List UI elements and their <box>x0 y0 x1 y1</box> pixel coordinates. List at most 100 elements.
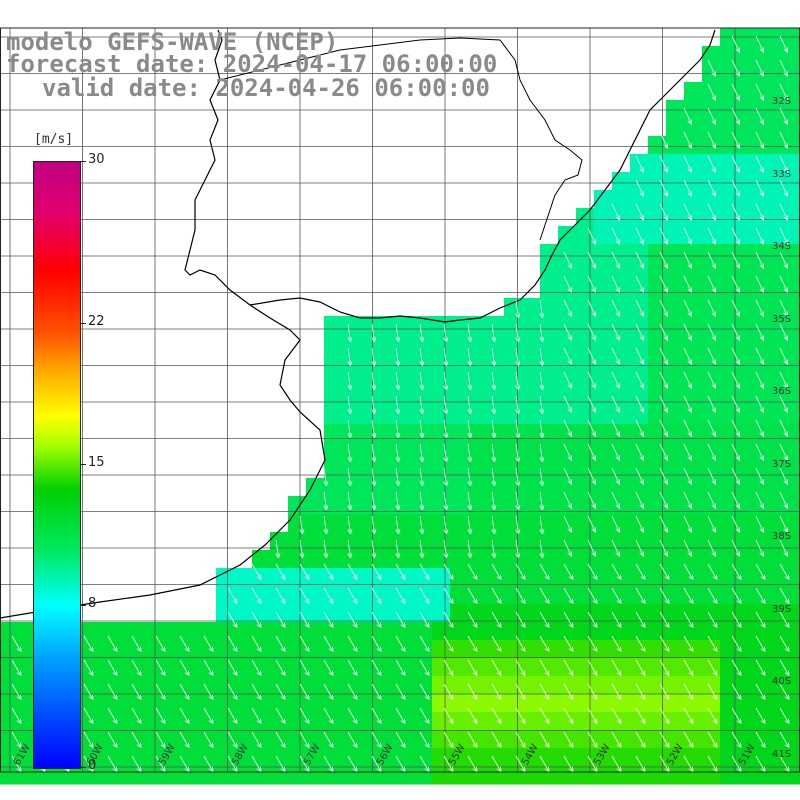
wind-cell <box>738 460 757 479</box>
border-line <box>219 37 583 241</box>
wind-cell <box>720 280 739 299</box>
wind-cell <box>738 496 757 515</box>
wind-arrow <box>491 587 502 604</box>
wind-arrow <box>347 323 353 343</box>
wind-cell <box>792 676 800 695</box>
wind-cell <box>684 262 703 281</box>
wind-arrow <box>443 707 454 724</box>
wind-cell <box>522 712 541 731</box>
wind-arrow <box>443 659 454 676</box>
wind-cell <box>576 262 595 281</box>
wind-cell <box>792 622 800 641</box>
wind-cell <box>720 46 739 65</box>
wind-arrow <box>515 467 521 487</box>
wind-arrow <box>779 107 789 125</box>
wind-arrow <box>539 515 545 535</box>
wind-arrow <box>587 299 597 317</box>
wind-cell <box>540 586 559 605</box>
wind-arrow <box>371 371 377 391</box>
wind-cell <box>468 388 487 407</box>
wind-cell <box>414 406 433 425</box>
wind-arrow <box>635 683 646 700</box>
wind-cell <box>648 550 667 569</box>
wind-arrow <box>203 731 214 748</box>
wind-cell <box>630 766 649 785</box>
wind-cell <box>468 514 487 533</box>
wind-cell <box>792 424 800 443</box>
wind-cell <box>342 694 361 713</box>
wind-arrow <box>515 443 521 463</box>
wind-cell <box>270 694 289 713</box>
wind-cell <box>738 766 757 785</box>
wind-cell <box>630 244 649 263</box>
wind-arrow <box>731 59 741 77</box>
wind-arrow <box>539 683 550 700</box>
wind-cell <box>558 658 577 677</box>
wind-cell <box>378 568 397 587</box>
wind-cell <box>108 640 127 659</box>
wind-arrow <box>419 731 430 748</box>
wind-cell <box>360 406 379 425</box>
wind-cell <box>378 748 397 767</box>
wind-cell <box>792 316 800 335</box>
wind-cell <box>306 478 325 497</box>
wind-cell <box>594 748 613 767</box>
wind-cell <box>288 676 307 695</box>
wind-cell <box>324 550 343 569</box>
wind-arrow <box>491 731 502 748</box>
wind-cell <box>612 244 631 263</box>
wind-cell <box>720 316 739 335</box>
wind-arrow <box>755 83 765 101</box>
wind-cell <box>108 712 127 731</box>
wind-cell <box>738 82 757 101</box>
wind-cell <box>234 694 253 713</box>
wind-arrow <box>371 683 382 700</box>
wind-arrow <box>251 659 262 676</box>
wind-cell <box>486 316 505 335</box>
wind-arrow <box>731 635 742 652</box>
wind-arrow <box>611 659 622 676</box>
wind-arrow <box>659 491 669 509</box>
wind-arrow <box>539 491 545 511</box>
wind-cell <box>702 604 721 623</box>
wind-cell <box>360 676 379 695</box>
wind-arrow <box>443 347 449 367</box>
wind-arrow <box>371 611 382 628</box>
wind-cell <box>162 658 181 677</box>
wind-cell <box>324 406 343 425</box>
wind-cell <box>774 568 793 587</box>
wind-cell <box>468 712 487 731</box>
wind-arrow <box>731 371 741 389</box>
wind-cell <box>612 604 631 623</box>
wind-arrow <box>419 323 425 343</box>
wind-arrow <box>707 323 717 341</box>
wind-cell <box>684 640 703 659</box>
wind-cell <box>396 442 415 461</box>
wind-cell <box>234 766 253 785</box>
wind-cell <box>342 532 361 551</box>
wind-cell <box>558 550 577 569</box>
wind-cell <box>306 604 325 623</box>
wind-arrow <box>515 587 526 604</box>
wind-cell <box>180 640 199 659</box>
wind-arrow <box>683 131 693 149</box>
wind-cell <box>666 730 685 749</box>
wind-cell <box>486 730 505 749</box>
wind-cell <box>342 766 361 785</box>
wind-cell <box>648 676 667 695</box>
wind-cell <box>432 766 451 785</box>
wind-cell <box>720 424 739 443</box>
wind-cell <box>270 568 289 587</box>
wind-cell <box>378 658 397 677</box>
wind-cell <box>504 406 523 425</box>
wind-cell <box>18 658 37 677</box>
wind-cell <box>324 622 343 641</box>
wind-arrow <box>323 515 329 535</box>
wind-cell <box>540 334 559 353</box>
wind-cell <box>738 190 757 209</box>
wind-arrow <box>563 755 574 772</box>
wind-cell <box>414 442 433 461</box>
wind-arrow <box>155 755 166 772</box>
wind-cell <box>450 442 469 461</box>
wind-cell <box>378 766 397 785</box>
